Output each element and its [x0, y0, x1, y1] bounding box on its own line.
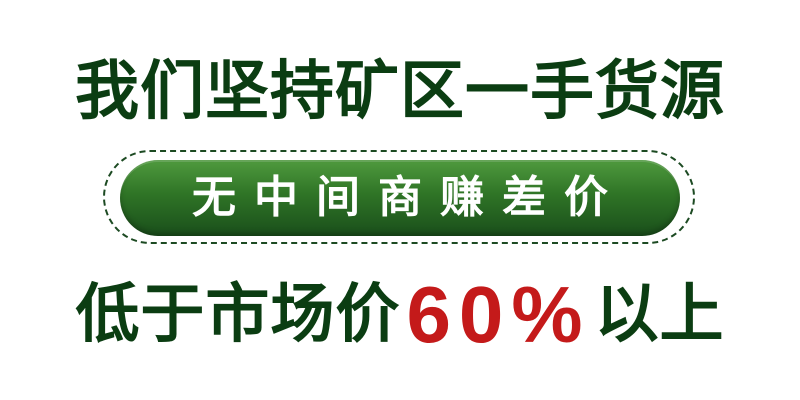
- badge-pill: 无中间商赚差价: [120, 160, 680, 236]
- price-claim-suffix: 以上: [594, 278, 725, 352]
- badge-text: 无中间商赚差价: [192, 172, 626, 223]
- badge-dashed-border: [103, 150, 695, 244]
- price-claim-percentage: 60%: [406, 270, 591, 359]
- price-claim-prefix: 低于市场价: [75, 278, 401, 352]
- price-claim-line: 低于市场价 60% 以上: [0, 272, 800, 358]
- headline-text: 我们坚持矿区一手货源: [75, 55, 725, 129]
